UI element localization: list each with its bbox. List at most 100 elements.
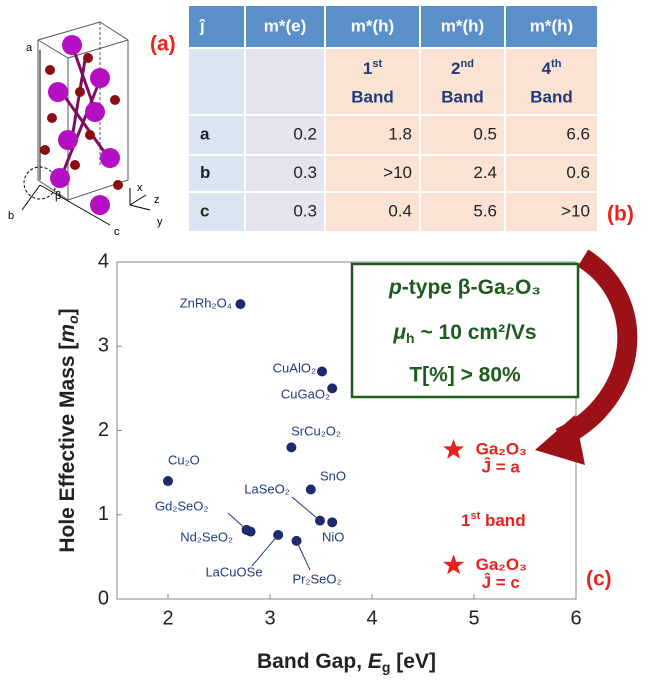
table-value: 1.8 bbox=[388, 124, 412, 143]
panel-label: (a) bbox=[150, 33, 176, 56]
annotation-part: h bbox=[406, 330, 415, 346]
table-cell bbox=[187, 114, 246, 156]
table-value: 2.4 bbox=[473, 163, 497, 182]
point-label: LaCuOSe bbox=[205, 564, 262, 579]
x-tick-label: 6 bbox=[570, 607, 581, 629]
ordinal: 4 bbox=[542, 59, 552, 78]
band-word: band bbox=[480, 511, 525, 530]
annotation-part: -type β-Ga₂O₃ bbox=[402, 276, 541, 299]
sub-header: Band bbox=[441, 87, 484, 106]
o-atom bbox=[75, 87, 85, 97]
table-cell bbox=[244, 114, 326, 156]
ordinal: 1 bbox=[363, 59, 372, 78]
table-cell bbox=[324, 154, 421, 193]
column-header: m*(h) bbox=[530, 16, 573, 35]
data-point bbox=[317, 366, 328, 377]
table-value: 0.6 bbox=[566, 163, 590, 182]
o-atom bbox=[45, 65, 55, 75]
crystal-structure bbox=[21, 21, 151, 226]
row-header: c bbox=[200, 201, 209, 220]
annotation-part: μ bbox=[392, 321, 406, 344]
ordinal-suffix: st bbox=[372, 58, 382, 70]
arrow-body bbox=[555, 249, 638, 448]
row-header: a bbox=[200, 124, 210, 143]
panel-label: (b) bbox=[607, 203, 634, 226]
label-part: ] bbox=[56, 308, 79, 315]
axis-label: z bbox=[154, 194, 160, 206]
annotation-part: p bbox=[388, 276, 402, 299]
ga-atom bbox=[62, 35, 82, 55]
data-point bbox=[163, 476, 173, 487]
ordinal-suffix: nd bbox=[461, 58, 474, 70]
y-tick-label: 3 bbox=[98, 335, 109, 357]
o-atom bbox=[83, 53, 93, 63]
table-cell bbox=[187, 47, 246, 116]
highlight-label: Ga₂O₃ bbox=[476, 439, 527, 458]
table-value: 0.5 bbox=[473, 124, 497, 143]
column-header: ĵ bbox=[199, 16, 206, 35]
table-value: 0.2 bbox=[293, 124, 317, 143]
bond bbox=[58, 89, 112, 161]
x-axis-label: Band Gap, Eg [eV] bbox=[257, 650, 436, 675]
point-label: SnO bbox=[320, 468, 346, 483]
table-cell bbox=[244, 47, 326, 116]
o-atom bbox=[70, 160, 80, 170]
sub-header: 1st bbox=[363, 58, 383, 79]
data-point bbox=[327, 517, 338, 528]
y-tick-label: 2 bbox=[98, 419, 109, 441]
table-value: 5.6 bbox=[473, 201, 497, 220]
annotation: μh ~ 10 cm²/Vs bbox=[392, 321, 536, 346]
table-value: 6.6 bbox=[566, 124, 590, 143]
o-atom bbox=[40, 145, 50, 155]
table-cell bbox=[187, 191, 246, 233]
label-arrow bbox=[296, 540, 311, 571]
data-point bbox=[235, 299, 246, 310]
label-part: Hole Effective Mass [ bbox=[56, 343, 79, 553]
panel-label: (c) bbox=[586, 568, 612, 591]
point-label: Nd₂SeO₂ bbox=[180, 529, 233, 544]
ga-atom bbox=[90, 68, 110, 88]
table-cell bbox=[187, 4, 246, 49]
highlight-label: Ĵ = a bbox=[482, 457, 521, 476]
column-header: m*(h) bbox=[441, 16, 484, 35]
point-label: ZnRh₂O₄ bbox=[180, 295, 232, 310]
highlight-star bbox=[443, 554, 465, 575]
label-arrow bbox=[227, 512, 247, 531]
highlight-label: Ga₂O₃ bbox=[476, 555, 527, 574]
ordinal-suffix: st bbox=[470, 510, 480, 522]
sub-header: Band bbox=[530, 87, 573, 106]
table-cell bbox=[419, 47, 506, 116]
bond bbox=[58, 79, 102, 181]
cell-edge bbox=[67, 39, 129, 59]
sub-header: 4th bbox=[542, 58, 562, 79]
column-header: m*(h) bbox=[351, 16, 394, 35]
table-cell bbox=[419, 114, 506, 156]
table-cell bbox=[324, 191, 421, 233]
x-tick-label: 4 bbox=[366, 607, 377, 629]
ga-atom bbox=[85, 102, 105, 122]
label-part: Band Gap, bbox=[257, 650, 368, 673]
ga-atom bbox=[48, 82, 68, 102]
annotation: p-type β-Ga₂O₃ bbox=[388, 276, 541, 299]
table-cell bbox=[187, 154, 246, 193]
point-label: NiO bbox=[322, 529, 344, 544]
table-cell bbox=[504, 114, 599, 156]
axis-label: a bbox=[26, 42, 33, 54]
data-point bbox=[245, 526, 256, 537]
point-label: Pr₂SeO₂ bbox=[292, 571, 341, 586]
ordinal-suffix: th bbox=[551, 58, 562, 70]
atoms bbox=[40, 35, 123, 215]
table-cell bbox=[419, 154, 506, 193]
scatter-chart: 2 3 4 5 6 0 1 2 3 4 Band Gap, Eg [eV] Hole Effectiv… bbox=[56, 250, 582, 674]
label-arrow bbox=[291, 496, 321, 522]
axis-labels: a b c x yz β bbox=[8, 42, 163, 238]
x-tick-label: 2 bbox=[162, 607, 173, 629]
point-label: CuAlO₂ bbox=[273, 360, 316, 375]
y-tick-label: 1 bbox=[98, 503, 109, 525]
data-point bbox=[305, 484, 316, 495]
point-label: LaSeO₂ bbox=[244, 481, 290, 496]
label-part: g bbox=[382, 659, 391, 675]
data-point bbox=[327, 383, 338, 394]
